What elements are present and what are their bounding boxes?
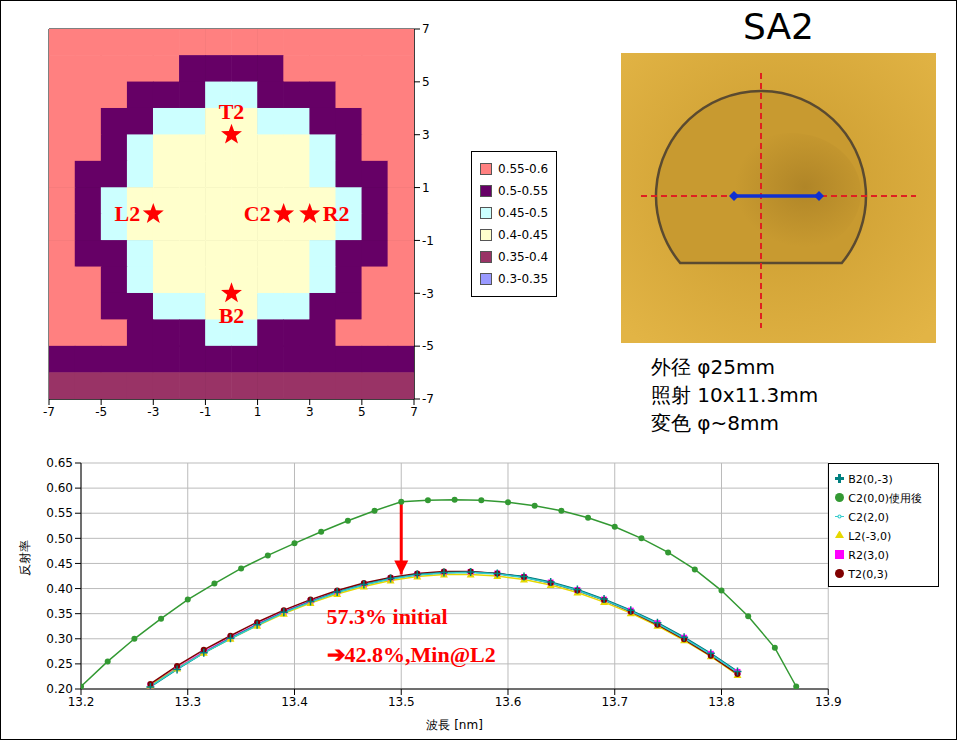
svg-text:L2: L2 bbox=[115, 201, 141, 226]
svg-text:-7: -7 bbox=[422, 392, 434, 406]
svg-text:0.35: 0.35 bbox=[46, 607, 73, 621]
html-text:変色 φ~8mm: 変色 φ~8mm bbox=[651, 411, 779, 435]
svg-text:0.65: 0.65 bbox=[46, 456, 73, 470]
svg-text:0.40: 0.40 bbox=[46, 582, 73, 596]
html-text:外径 φ25mm: 外径 φ25mm bbox=[651, 355, 775, 379]
svg-text:13.5: 13.5 bbox=[388, 695, 415, 709]
svg-text:5: 5 bbox=[358, 405, 366, 419]
svg-text:B2: B2 bbox=[219, 303, 245, 328]
svg-text:-1: -1 bbox=[199, 405, 211, 419]
svg-text:3: 3 bbox=[422, 128, 430, 142]
html-text:L2(-3,0): L2(-3,0) bbox=[848, 530, 892, 543]
svg-text:0.30: 0.30 bbox=[46, 632, 73, 646]
svg-text:13.6: 13.6 bbox=[495, 695, 522, 709]
html-text:C2(2,0): C2(2,0) bbox=[848, 511, 889, 524]
html-text:B2(0,-3): B2(0,-3) bbox=[848, 473, 893, 486]
svg-text:0.20: 0.20 bbox=[46, 682, 73, 696]
html-text:0.3-0.35: 0.3-0.35 bbox=[498, 272, 549, 286]
svg-text:13.7: 13.7 bbox=[601, 695, 628, 709]
html-text:C2(0,0)使用後: C2(0,0)使用後 bbox=[848, 492, 922, 505]
html-text:0.45-0.5: 0.45-0.5 bbox=[498, 206, 549, 220]
html-text:照射 10x11.3mm: 照射 10x11.3mm bbox=[651, 383, 819, 407]
svg-text:1: 1 bbox=[254, 405, 262, 419]
html-text:0.35-0.4: 0.35-0.4 bbox=[498, 250, 549, 264]
svg-text:-1: -1 bbox=[422, 234, 434, 248]
svg-text:0.60: 0.60 bbox=[46, 481, 73, 495]
svg-text:0.25: 0.25 bbox=[46, 657, 73, 671]
svg-text:7: 7 bbox=[422, 22, 430, 36]
svg-text:-5: -5 bbox=[95, 405, 107, 419]
svg-text:-7: -7 bbox=[43, 405, 55, 419]
svg-text:0.55: 0.55 bbox=[46, 506, 73, 520]
html-text:0.4-0.45: 0.4-0.45 bbox=[498, 228, 549, 242]
svg-text:0.45: 0.45 bbox=[46, 557, 73, 571]
html-text:SA2: SA2 bbox=[743, 6, 814, 47]
svg-text:5: 5 bbox=[422, 75, 430, 89]
svg-text:R2: R2 bbox=[323, 201, 350, 226]
svg-text:13.3: 13.3 bbox=[174, 695, 201, 709]
svg-text:13.4: 13.4 bbox=[281, 695, 308, 709]
svg-text:57.3% initial: 57.3% initial bbox=[327, 604, 448, 629]
svg-text:0.50: 0.50 bbox=[46, 532, 73, 546]
svg-text:13.2: 13.2 bbox=[68, 695, 95, 709]
svg-text:7: 7 bbox=[410, 405, 418, 419]
svg-text:-3: -3 bbox=[147, 405, 159, 419]
svg-text:13.9: 13.9 bbox=[815, 695, 842, 709]
svg-text:T2: T2 bbox=[219, 99, 245, 124]
svg-text:13.8: 13.8 bbox=[708, 695, 735, 709]
svg-text:1: 1 bbox=[422, 181, 430, 195]
svg-text:-5: -5 bbox=[422, 339, 434, 353]
html-text:0.55-0.6: 0.55-0.6 bbox=[498, 162, 549, 176]
svg-text:反射率: 反射率 bbox=[18, 540, 32, 576]
html-text:T2(0,3): T2(0,3) bbox=[848, 568, 888, 581]
html-text:0.5-0.55: 0.5-0.55 bbox=[498, 184, 549, 198]
svg-text:➔42.8%,Min@L2: ➔42.8%,Min@L2 bbox=[327, 642, 496, 667]
svg-text:-3: -3 bbox=[422, 287, 434, 301]
svg-text:3: 3 bbox=[306, 405, 314, 419]
svg-text:波長 [nm]: 波長 [nm] bbox=[426, 718, 482, 732]
svg-text:C2: C2 bbox=[244, 201, 271, 226]
html-text:R2(3,0): R2(3,0) bbox=[848, 549, 889, 562]
